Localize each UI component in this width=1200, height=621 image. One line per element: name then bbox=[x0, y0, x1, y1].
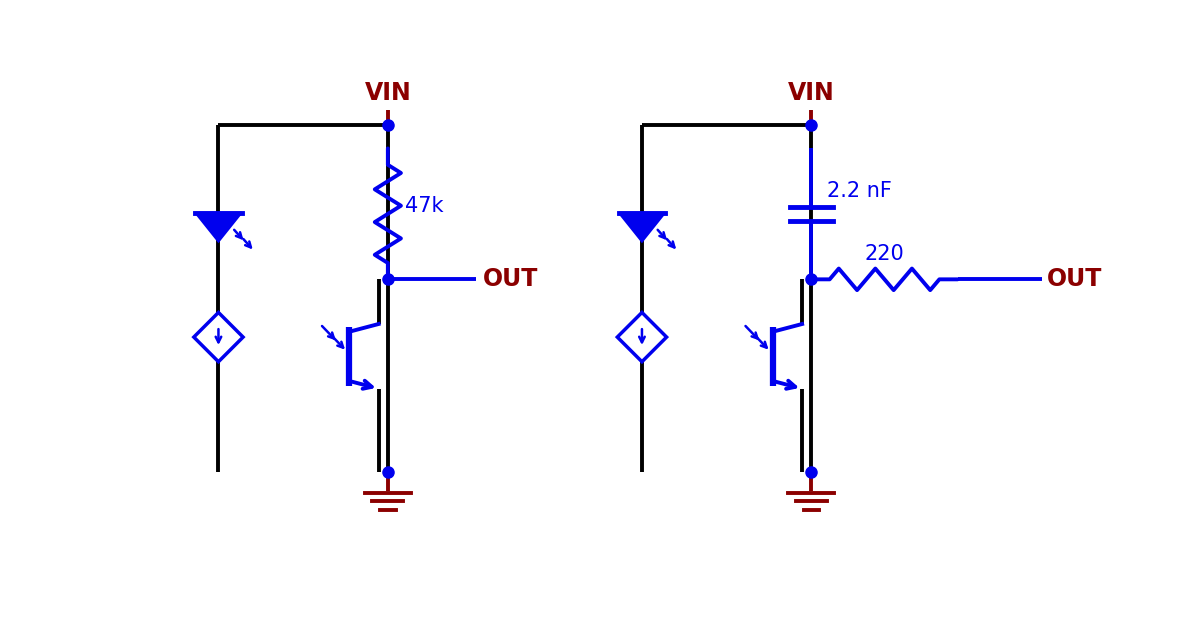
Polygon shape bbox=[619, 213, 665, 242]
Polygon shape bbox=[617, 312, 666, 361]
Polygon shape bbox=[194, 312, 244, 361]
Text: OUT: OUT bbox=[482, 267, 538, 291]
Text: 220: 220 bbox=[865, 244, 905, 264]
Polygon shape bbox=[196, 213, 241, 242]
Text: VIN: VIN bbox=[365, 81, 412, 104]
Text: OUT: OUT bbox=[1046, 267, 1103, 291]
Text: VIN: VIN bbox=[788, 81, 835, 104]
Text: 2.2 nF: 2.2 nF bbox=[827, 181, 892, 201]
Text: 47k: 47k bbox=[404, 196, 443, 216]
